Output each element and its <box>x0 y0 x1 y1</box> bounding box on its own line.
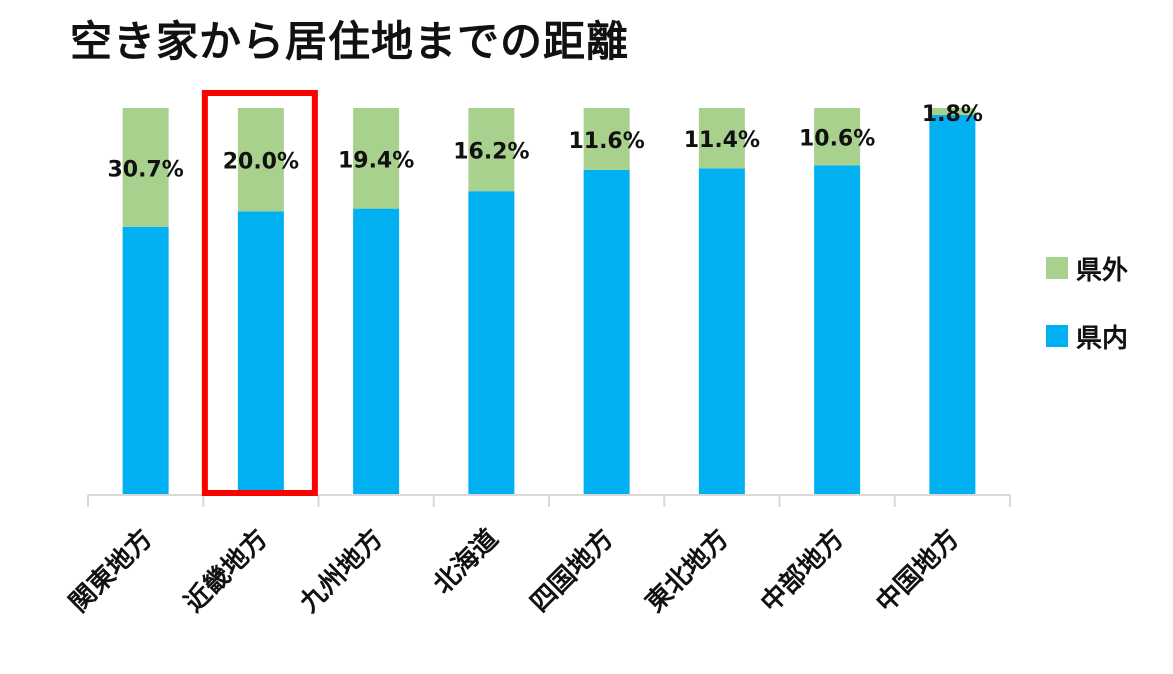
bar-inside <box>468 191 515 495</box>
data-label: 10.6% <box>799 127 875 152</box>
legend-swatch-inside <box>1046 325 1068 347</box>
bar-inside <box>353 208 400 495</box>
bar-inside <box>698 168 745 495</box>
legend: 県外 県内 <box>1046 253 1128 389</box>
data-label: 16.2% <box>453 140 529 165</box>
legend-label-outside: 県外 <box>1076 255 1129 286</box>
legend-label-inside: 県内 <box>1076 323 1129 354</box>
bar-outside <box>237 108 284 212</box>
bar-outside <box>814 108 861 166</box>
x-axis-layer: 関東地方 近畿地方 九州地方 北海道 四国地方 東北地方 中部地方 中国地方 <box>63 494 1011 619</box>
x-tick-label: 北海道 <box>427 523 504 600</box>
bar-inside <box>237 211 284 496</box>
x-tick-label: 近畿地方 <box>178 523 273 618</box>
bar-outside <box>353 108 400 209</box>
x-tick-label: 九州地方 <box>293 523 389 619</box>
data-labels-layer: 30.7% 20.0% 19.4% 16.2% 11.6% 11.4% 10.6% 1.8% <box>107 102 982 182</box>
x-tick-label: 四国地方 <box>524 523 619 618</box>
data-label: 11.4% <box>684 128 760 153</box>
highlight-layer <box>201 90 318 496</box>
legend-item-inside: 県内 <box>1046 321 1128 354</box>
data-label: 1.8% <box>922 102 983 127</box>
data-label: 30.7% <box>107 157 183 182</box>
bar-outside <box>583 108 630 170</box>
x-tick-label: 東北地方 <box>639 523 734 618</box>
legend-item-outside: 県外 <box>1046 253 1128 286</box>
x-tick-label: 中部地方 <box>755 523 850 618</box>
chart-title: 空き家から居住地までの距離 <box>70 17 630 66</box>
bar-inside <box>583 169 630 496</box>
x-tick-label: 関東地方 <box>63 523 158 618</box>
data-label: 19.4% <box>338 148 414 173</box>
bar-inside <box>929 114 976 495</box>
legend-swatch-outside <box>1046 257 1068 279</box>
bar-outside <box>468 108 515 192</box>
bar-outside <box>698 108 745 169</box>
bar-outside <box>929 108 976 115</box>
bar-inside <box>814 165 861 495</box>
highlight-box <box>201 90 318 496</box>
bar-outside <box>122 108 169 227</box>
x-tick-label: 中国地方 <box>870 523 965 618</box>
bar-inside <box>122 226 169 495</box>
data-label: 20.0% <box>223 150 299 175</box>
data-label: 11.6% <box>568 129 644 154</box>
bars-layer <box>122 108 976 496</box>
